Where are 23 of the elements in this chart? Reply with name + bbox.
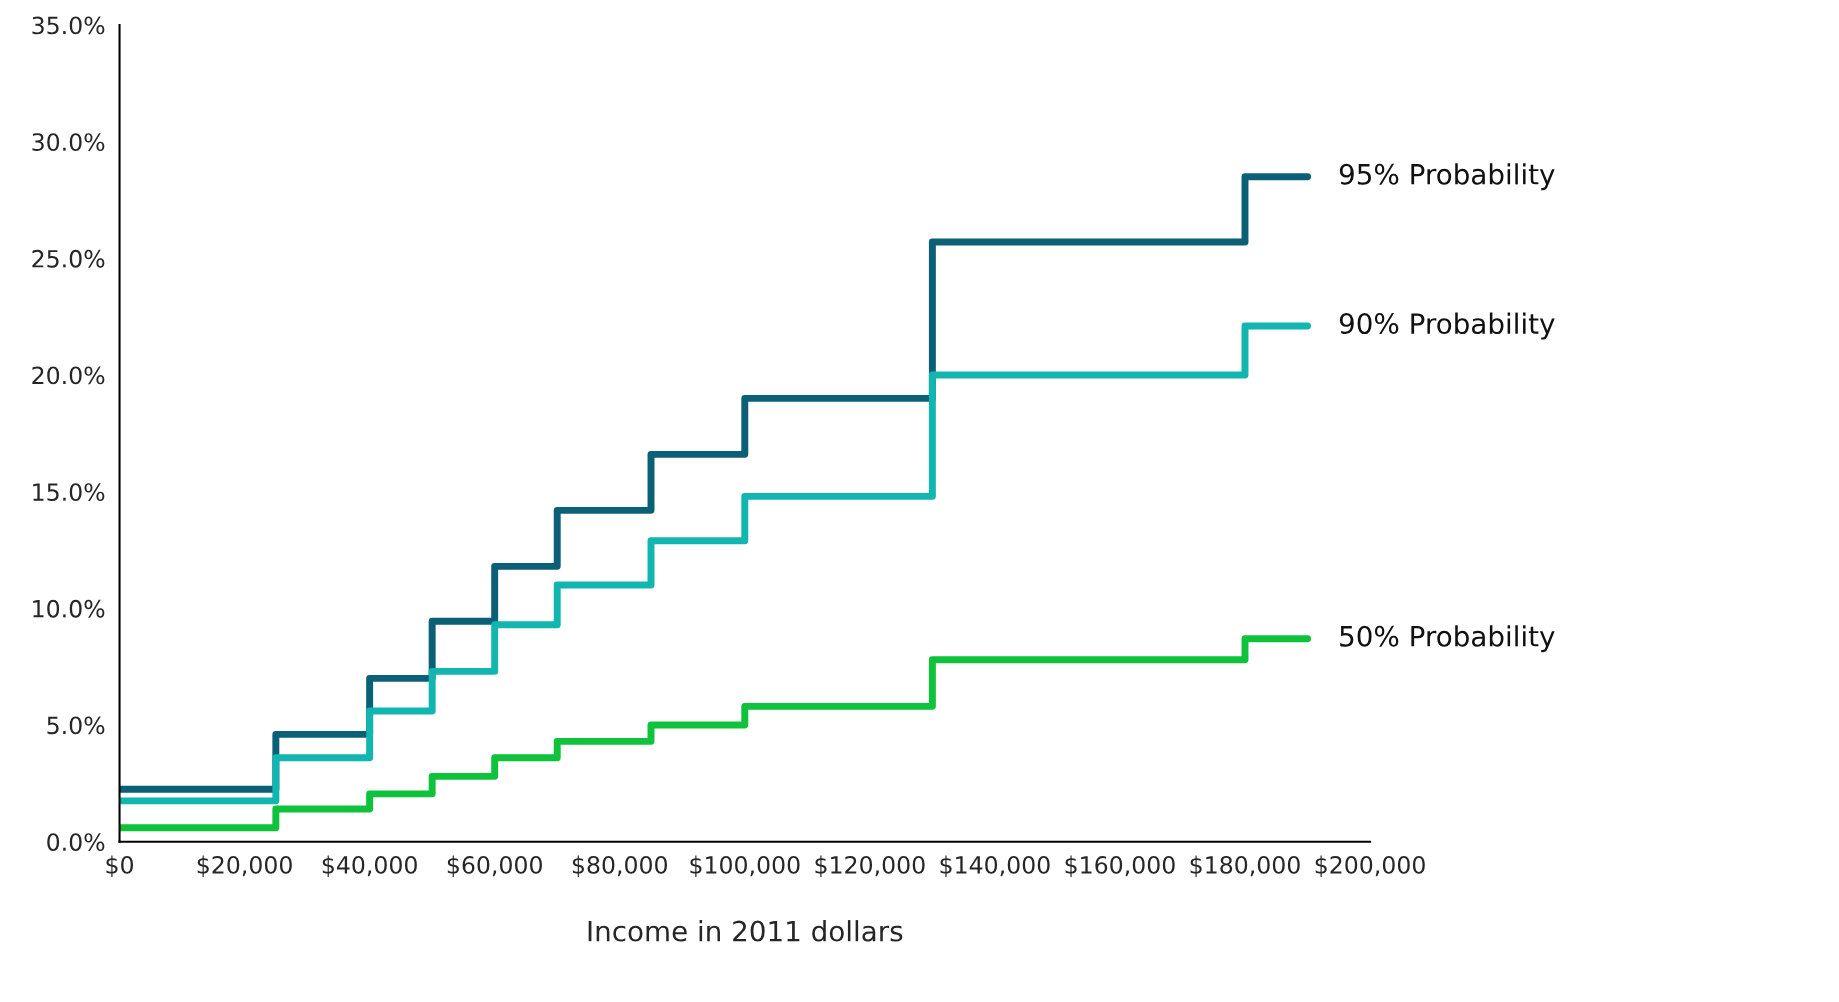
- x-tick-label: $160,000: [1065, 855, 1175, 877]
- y-tick-label: 20.0%: [32, 366, 105, 385]
- y-tick-label: 35.0%: [32, 16, 105, 35]
- x-tick-label: $200,000: [1315, 855, 1425, 877]
- x-tick-label: $20,000: [197, 855, 292, 877]
- x-tick-label: $40,000: [322, 855, 417, 877]
- x-tick-label: $140,000: [940, 855, 1050, 877]
- y-tick-label: 5.0%: [47, 716, 105, 735]
- x-tick-label: $60,000: [447, 855, 542, 877]
- y-tick-label: 30.0%: [32, 133, 105, 152]
- x-tick-label: $120,000: [815, 855, 925, 877]
- y-tick-label: 15.0%: [33, 483, 105, 501]
- x-tick-label: $180,000: [1190, 855, 1300, 877]
- x-tick-label: $80,000: [572, 855, 667, 877]
- x-tick-label: $0: [106, 855, 133, 877]
- series-label: 50% Probability: [1340, 625, 1555, 653]
- x-axis-title: Income in 2011 dollars: [588, 920, 903, 942]
- y-tick-label: 25.0%: [32, 249, 105, 268]
- x-tick-label: $100,000: [690, 855, 800, 877]
- y-tick-label: 10.0%: [33, 599, 105, 618]
- series-label: 90% Probability: [1339, 312, 1555, 340]
- y-tick-label: 0.0%: [47, 833, 105, 851]
- series-label: 95% Probability: [1339, 163, 1555, 191]
